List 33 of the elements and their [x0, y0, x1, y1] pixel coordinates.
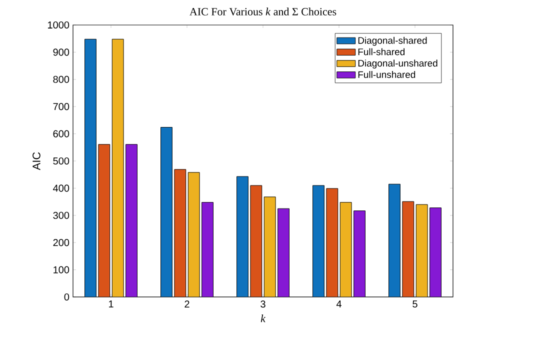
y-tick-label: 1000	[48, 21, 70, 29]
legend-label: Diagonal-shared	[358, 36, 427, 46]
x-tick-label: 1	[108, 300, 114, 308]
bar	[188, 172, 200, 297]
bar	[264, 196, 276, 297]
x-tick-label: 2	[184, 300, 190, 308]
bar	[416, 204, 428, 297]
legend-label: Diagonal-unshared	[358, 60, 438, 68]
bar	[402, 201, 414, 297]
y-tick-label: 600	[53, 130, 70, 138]
y-axis-title: AIC	[32, 152, 40, 170]
x-tick-label: 3	[260, 300, 266, 308]
bar	[112, 38, 124, 297]
bar	[326, 188, 338, 297]
x-tick-label: 4	[336, 300, 342, 308]
y-tick-label: 900	[53, 48, 70, 56]
y-tick-label: 300	[53, 212, 70, 219]
y-tick-label: 800	[53, 76, 70, 83]
bar	[98, 144, 110, 297]
y-tick-label: 0	[64, 293, 70, 301]
x-tick-label: 5	[412, 300, 418, 308]
legend-label: Full-shared	[358, 48, 405, 56]
bar	[174, 169, 186, 297]
y-tick-label: 200	[53, 239, 70, 246]
chart-title: AIC For Various k and Σ Choices	[190, 8, 336, 16]
y-tick-label: 400	[53, 184, 70, 192]
bar	[250, 185, 262, 297]
y-tick-label: 700	[53, 103, 70, 110]
x-axis-title: k	[260, 314, 266, 322]
y-tick-label: 500	[53, 157, 70, 165]
legend-label: Full-unshared	[358, 71, 416, 78]
bar	[340, 202, 352, 297]
y-tick-label: 100	[54, 266, 70, 274]
